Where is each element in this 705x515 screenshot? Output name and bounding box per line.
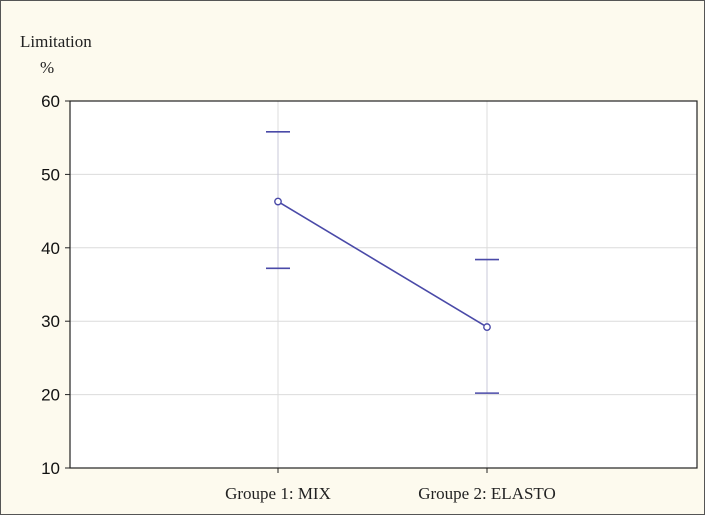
plot-area-border bbox=[69, 100, 698, 469]
series-line bbox=[277, 200, 488, 328]
series-lines bbox=[277, 200, 488, 328]
y-tick-label: 20 bbox=[41, 386, 60, 405]
y-axis-unit: % bbox=[40, 58, 54, 77]
y-tick-label: 60 bbox=[41, 92, 60, 111]
plot-area-background bbox=[70, 101, 697, 468]
data-point bbox=[274, 197, 282, 206]
y-axis-label: Limitation bbox=[20, 32, 92, 51]
x-tick-label: Groupe 2: ELASTO bbox=[418, 484, 556, 503]
series-points bbox=[274, 197, 491, 331]
y-tick-label: 30 bbox=[41, 312, 60, 331]
x-axis-ticks: Groupe 1: MIX Groupe 2: ELASTO bbox=[225, 468, 556, 503]
y-tick-label: 40 bbox=[41, 239, 60, 258]
y-tick-label: 10 bbox=[41, 459, 60, 478]
data-point bbox=[483, 323, 491, 331]
y-tick-label: 50 bbox=[41, 165, 60, 184]
y-axis-ticks: 10 20 30 40 50 60 bbox=[41, 92, 70, 478]
x-tick-label: Groupe 1: MIX bbox=[225, 484, 331, 503]
